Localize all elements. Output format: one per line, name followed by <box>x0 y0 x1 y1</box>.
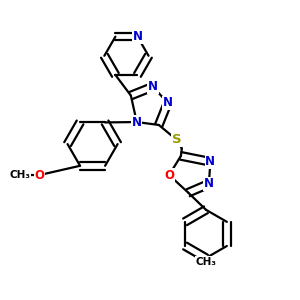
Text: S: S <box>172 133 181 146</box>
Text: N: N <box>206 155 215 168</box>
Text: CH₃: CH₃ <box>195 257 216 267</box>
Text: N: N <box>132 116 142 128</box>
Text: N: N <box>204 177 214 190</box>
Text: N: N <box>148 80 158 93</box>
Text: N: N <box>133 30 142 43</box>
Text: O: O <box>164 169 174 182</box>
Text: N: N <box>163 96 173 110</box>
Text: O: O <box>34 169 45 182</box>
Text: CH₃: CH₃ <box>10 170 31 180</box>
